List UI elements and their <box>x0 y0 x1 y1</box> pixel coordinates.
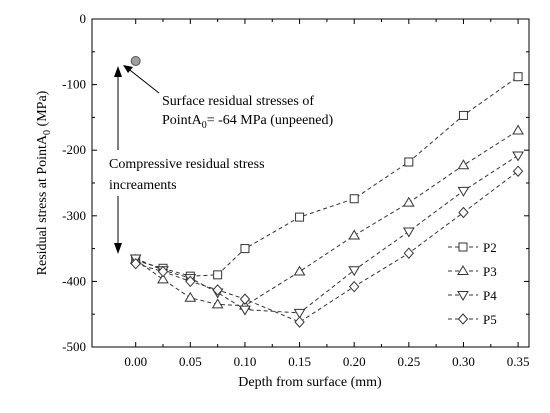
legend-item-p5: P5 <box>448 312 497 327</box>
x-tick-label: 0.05 <box>179 354 202 369</box>
data-point-p4 <box>457 186 470 197</box>
x-tick-label: 0.00 <box>124 354 147 369</box>
data-point-p5 <box>512 165 524 177</box>
compressive-arrow <box>114 66 122 254</box>
data-point-p3 <box>348 229 361 240</box>
data-point-p4 <box>293 308 306 319</box>
data-point-p4 <box>348 266 361 277</box>
legend-marker-p4 <box>457 291 469 301</box>
series-line-p5 <box>135 170 519 323</box>
data-point-p3 <box>402 196 415 207</box>
x-tick-label: 0.15 <box>288 354 311 369</box>
data-point-p4 <box>239 305 251 316</box>
data-point-p5 <box>212 284 223 296</box>
surface-point-marker <box>130 55 141 66</box>
axis-ticks <box>92 18 529 348</box>
legend-marker-p3 <box>457 265 469 275</box>
legend: P2 P3 P4 P5 <box>448 240 497 327</box>
x-tick-labels: 0.00 0.05 0.10 0.15 0.20 0.25 0.30 0.35 <box>124 354 529 369</box>
legend-label-p4: P4 <box>483 288 497 303</box>
y-tick-labels: 0 -100 -200 -300 -400 -500 <box>62 11 86 354</box>
legend-marker-p5 <box>457 313 469 325</box>
legend-label-p5: P5 <box>483 312 497 327</box>
data-point-p4 <box>402 227 415 238</box>
series-line-p2 <box>135 76 519 277</box>
data-point-p2 <box>295 212 305 222</box>
y-axis-title: Residual stress at PointA0 (MPa) <box>35 90 53 275</box>
data-point-p5 <box>130 257 141 270</box>
compressive-annotation-line2: increaments <box>109 178 177 193</box>
data-point-p5 <box>239 293 251 305</box>
series-p3 <box>129 124 524 310</box>
data-point-p2 <box>213 270 223 280</box>
legend-marker-p2 <box>458 242 468 252</box>
data-point-p5 <box>294 316 305 328</box>
data-point-p3 <box>211 298 224 309</box>
series-line-p4 <box>135 154 519 314</box>
legend-item-p3: P3 <box>448 264 497 279</box>
data-point-p2 <box>458 110 468 120</box>
y-tick-label: -400 <box>62 273 86 288</box>
compressive-annotation-line1: Compressive residual stress <box>109 157 265 172</box>
data-point-p3 <box>512 124 524 135</box>
surface-annotation-line1: Surface residual stresses of <box>162 94 314 109</box>
x-tick-label: 0.20 <box>343 354 366 369</box>
data-point-p3 <box>184 291 197 302</box>
data-point-p3 <box>293 265 306 276</box>
y-tick-label: 0 <box>80 11 87 26</box>
data-point-p2 <box>240 244 250 254</box>
data-point-p2 <box>404 157 414 167</box>
data-point-p2 <box>349 194 359 204</box>
legend-item-p4: P4 <box>448 288 497 303</box>
data-point-p5 <box>458 206 469 219</box>
data-point-p5 <box>157 265 169 278</box>
x-tick-label: 0.10 <box>234 354 257 369</box>
series-line-p3 <box>135 130 519 307</box>
legend-label-p2: P2 <box>483 240 497 255</box>
legend-label-p3: P3 <box>483 264 497 279</box>
data-point-p5 <box>403 247 414 259</box>
series-layer <box>129 72 524 328</box>
y-tick-label: -500 <box>62 339 86 354</box>
x-axis-title: Depth from surface (mm) <box>238 375 382 390</box>
x-tick-label: 0.30 <box>452 354 475 369</box>
data-point-p3 <box>457 159 470 170</box>
y-tick-label: -100 <box>62 77 86 92</box>
surface-annotation-line2: PointA0= -64 MPa (unpeened) <box>162 113 333 131</box>
surface-arrow <box>123 65 160 94</box>
x-tick-label: 0.25 <box>397 354 420 369</box>
data-point-p5 <box>185 275 196 288</box>
y-tick-label: -300 <box>62 208 86 223</box>
x-tick-label: 0.35 <box>507 354 530 369</box>
legend-item-p2: P2 <box>448 240 497 255</box>
data-point-p2 <box>513 72 523 82</box>
series-p5 <box>130 165 524 328</box>
data-point-p4 <box>512 151 524 162</box>
data-point-p5 <box>349 280 360 293</box>
data-point-p3 <box>157 273 169 284</box>
y-tick-label: -200 <box>62 142 86 157</box>
